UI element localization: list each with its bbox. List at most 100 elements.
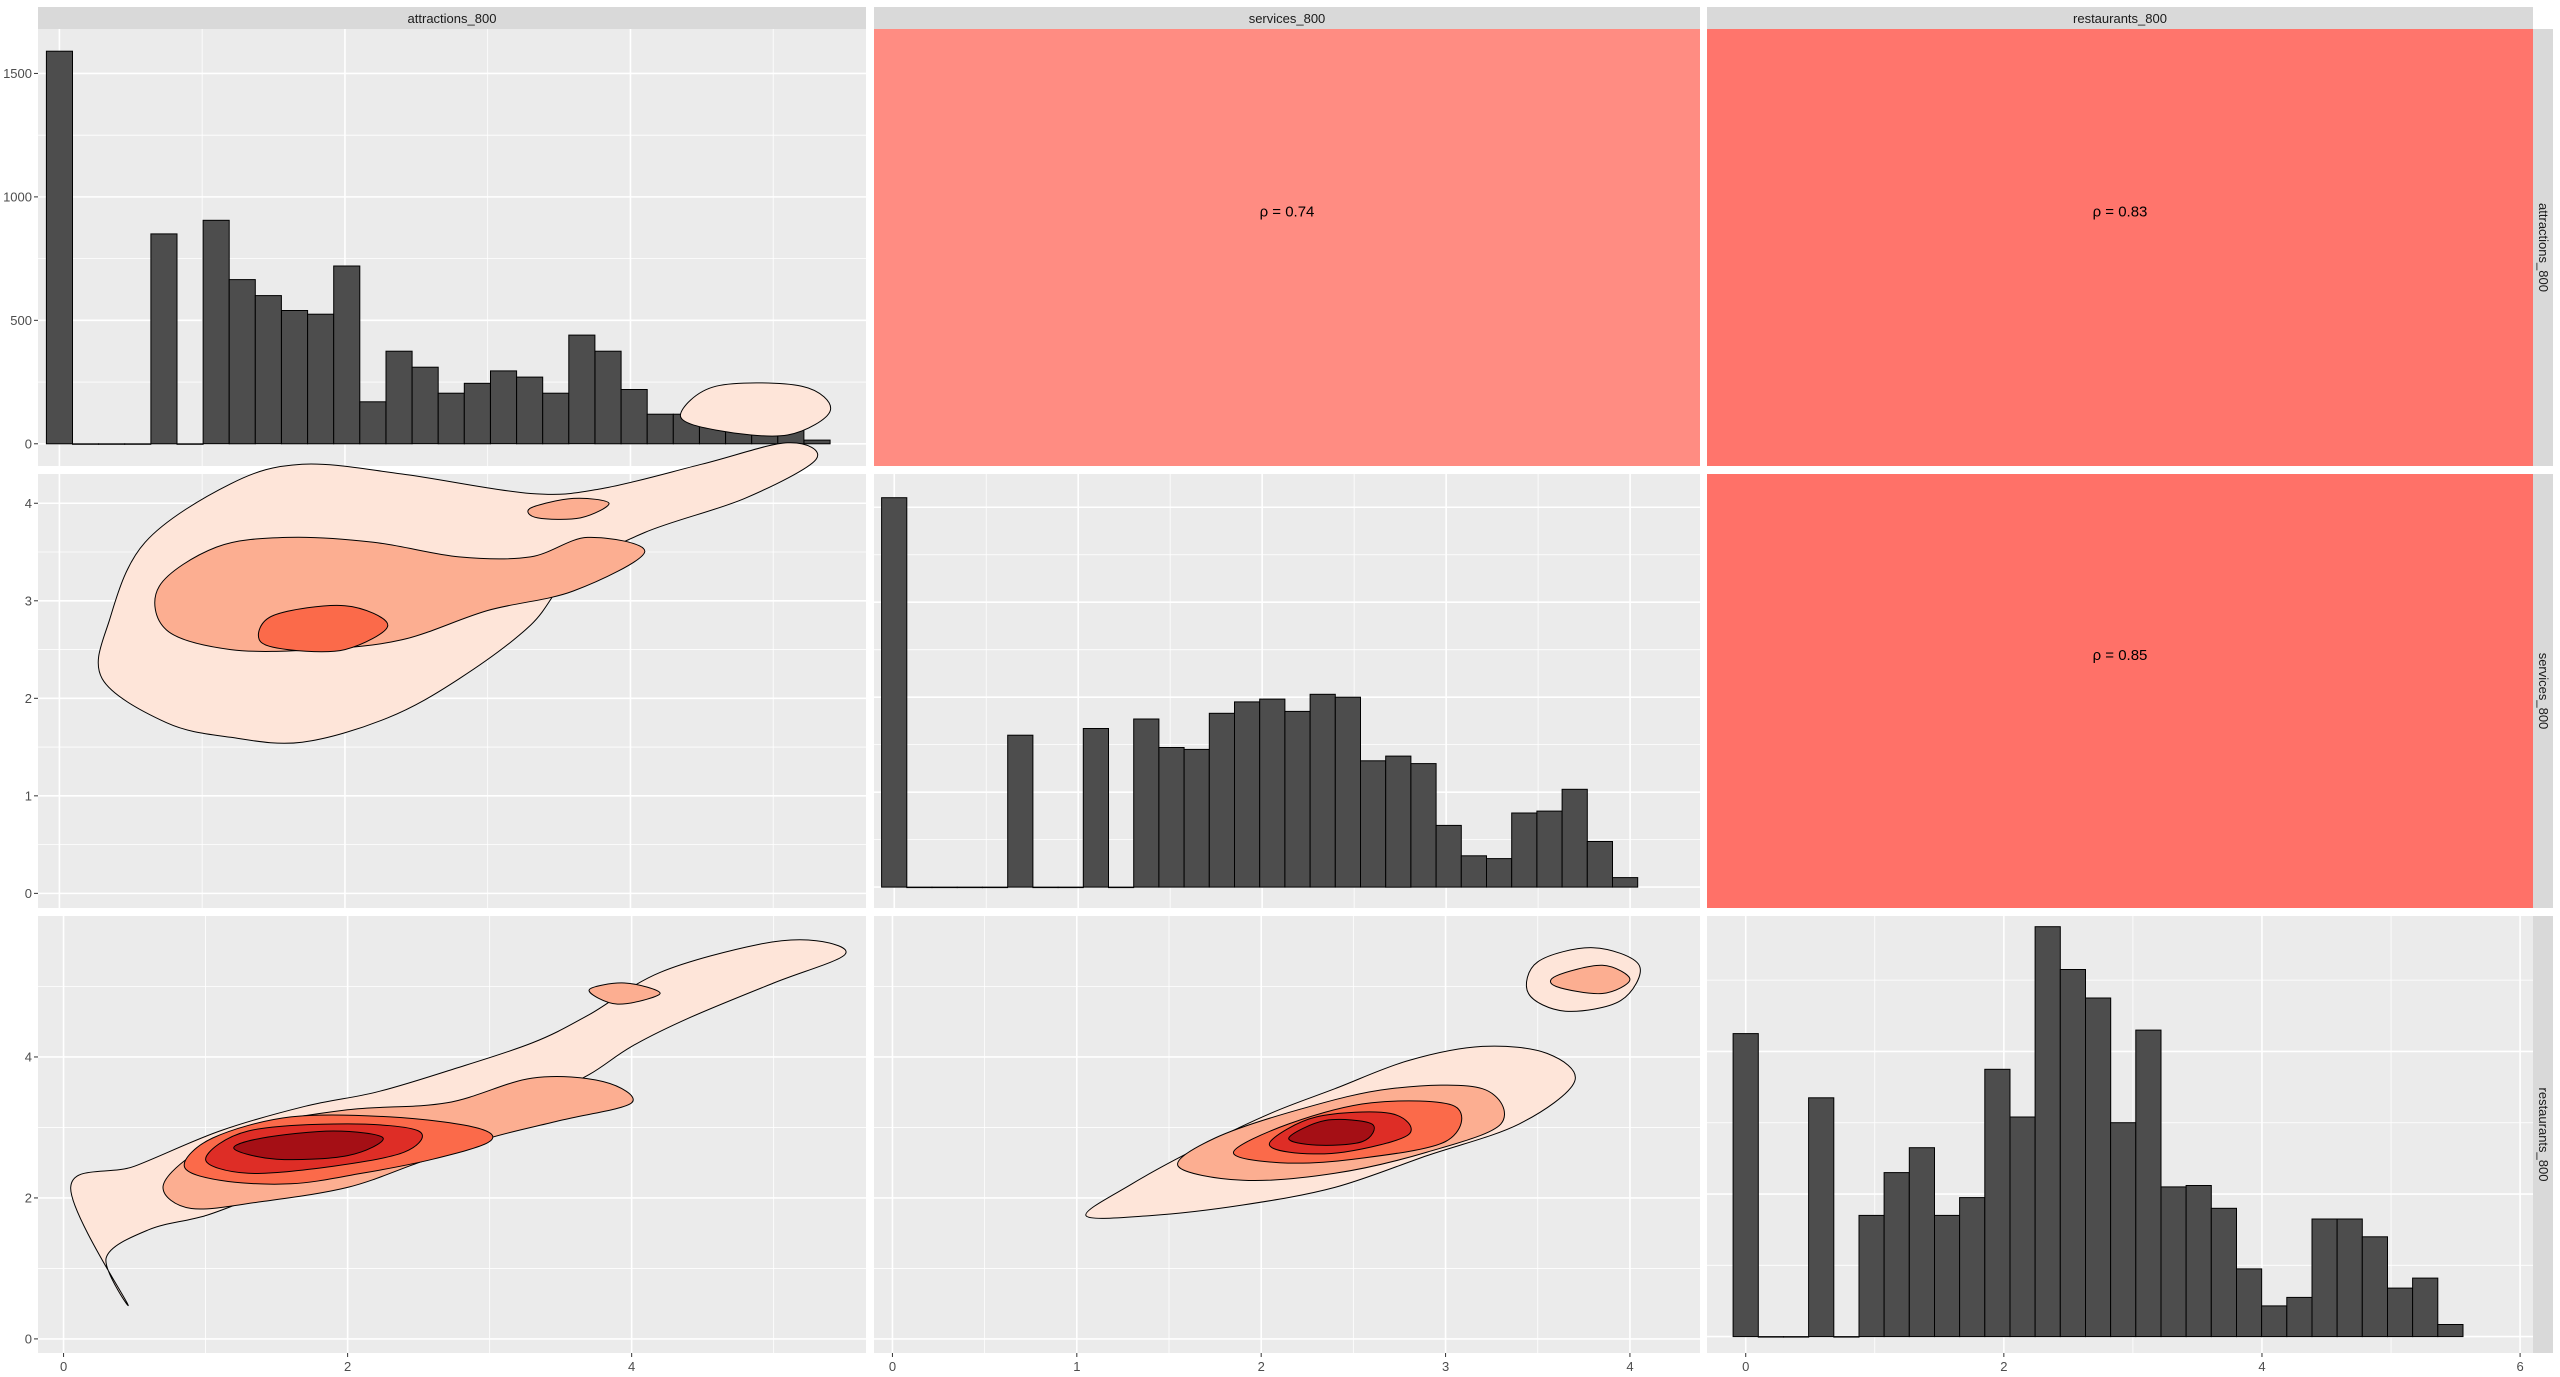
histogram-bar <box>98 443 126 445</box>
density-panel <box>38 916 866 1353</box>
histogram-bar <box>1486 858 1513 888</box>
y-tick-label: 0 <box>25 1331 32 1346</box>
correlation-panel <box>874 29 1700 466</box>
y-tick-label: 0 <box>25 436 32 451</box>
histogram-bar <box>1057 886 1084 889</box>
strip-label: attractions_800 <box>2536 203 2551 292</box>
y-tick-label: 3 <box>25 593 32 608</box>
histogram-bar <box>1259 698 1286 888</box>
histogram-bar <box>281 310 309 445</box>
histogram-bar <box>1158 747 1185 888</box>
histogram-bar <box>1586 841 1614 888</box>
x-tick-label: 1 <box>1073 1359 1080 1374</box>
strip-label: services_800 <box>2536 653 2551 730</box>
y-tick-label: 1500 <box>3 66 32 81</box>
density-contour <box>527 497 610 520</box>
histogram-bar <box>1783 1336 1810 1338</box>
x-tick-label: 2 <box>2000 1359 2007 1374</box>
histogram-bar <box>1984 1068 2011 1338</box>
histogram-bar <box>333 265 361 445</box>
histogram-bar <box>202 219 230 445</box>
y-tick-label: 4 <box>25 496 32 511</box>
correlation-label: ρ = 0.85 <box>2093 647 2148 664</box>
histogram-bar <box>594 350 622 445</box>
histogram-bar <box>1959 1197 1986 1338</box>
histogram-bar <box>1284 710 1311 888</box>
histogram-bar <box>1334 696 1362 888</box>
strip-top <box>1707 7 2533 29</box>
histogram-bar <box>1833 1336 1860 1338</box>
histogram-bar <box>254 295 282 445</box>
histogram-bar <box>72 443 100 445</box>
histogram-bar <box>931 886 958 889</box>
strip-right <box>2533 474 2553 908</box>
histogram-bar <box>2236 1268 2263 1338</box>
histogram-bar <box>1460 855 1488 888</box>
histogram-bar <box>2361 1236 2389 1338</box>
y-tick-label: 2 <box>25 1190 32 1205</box>
strip-right <box>2533 916 2553 1353</box>
histogram-panel <box>38 29 866 466</box>
histogram-bar <box>359 401 387 445</box>
density-contour <box>1549 964 1631 995</box>
histogram-bar <box>1883 1172 1910 1338</box>
histogram-bar <box>2311 1218 2338 1338</box>
histogram-bar <box>956 886 983 889</box>
histogram-bar <box>881 497 908 888</box>
density-contour <box>233 1130 384 1161</box>
histogram-bar <box>906 886 933 889</box>
histogram-bar <box>1732 1033 1759 1338</box>
histogram-bar <box>1133 718 1160 888</box>
histogram-bar <box>646 413 674 445</box>
histogram-bar <box>1385 755 1412 888</box>
histogram-bar <box>463 382 491 445</box>
density-contour <box>1288 1118 1375 1146</box>
y-tick-label: 0 <box>25 886 32 901</box>
x-tick-label: 4 <box>2258 1359 2265 1374</box>
density-contour <box>679 382 832 437</box>
histogram-bar <box>150 233 178 445</box>
x-tick-label: 2 <box>344 1359 351 1374</box>
x-tick-label: 6 <box>2516 1359 2523 1374</box>
strip-top <box>38 7 866 29</box>
histogram-bar <box>1082 728 1110 888</box>
x-tick-label: 0 <box>1742 1359 1749 1374</box>
histogram-bar <box>228 279 256 445</box>
strip-label: services_800 <box>1249 11 1326 26</box>
histogram-bar <box>1108 886 1135 889</box>
histogram-bar <box>1536 810 1563 888</box>
histogram-bar <box>1309 693 1336 888</box>
histogram-bar <box>1007 734 1034 888</box>
histogram-bar <box>1858 1214 1885 1338</box>
histogram-panel <box>1707 916 2533 1353</box>
histogram-bar <box>1612 877 1639 888</box>
histogram-bar <box>1208 712 1236 888</box>
histogram-bar <box>2336 1218 2363 1338</box>
correlation-label: ρ = 0.74 <box>1260 204 1315 221</box>
strip-right <box>2533 29 2553 466</box>
histogram-bar <box>307 313 335 445</box>
histogram-bar <box>542 392 570 445</box>
histogram-bar <box>2387 1287 2414 1338</box>
histogram-bar <box>981 886 1009 889</box>
histogram-bar <box>411 366 439 445</box>
histogram-bar <box>2286 1296 2313 1338</box>
x-tick-label: 4 <box>1626 1359 1633 1374</box>
histogram-bar <box>490 370 518 445</box>
x-tick-label: 3 <box>1442 1359 1449 1374</box>
histogram-bar <box>124 443 152 445</box>
y-tick-label: 500 <box>10 313 32 328</box>
density-panel <box>874 916 1700 1353</box>
histogram-bar <box>2085 997 2112 1338</box>
histogram-bar <box>2034 926 2061 1338</box>
histogram-bar <box>2437 1324 2464 1338</box>
correlation-panel <box>1707 29 2533 466</box>
histogram-panel <box>874 474 1700 908</box>
histogram-bar <box>1410 763 1437 888</box>
histogram-bar <box>385 350 413 445</box>
histogram-bar <box>620 389 648 445</box>
histogram-bar <box>1934 1214 1961 1338</box>
histogram-bar <box>1757 1336 1785 1338</box>
strip-top <box>874 7 1700 29</box>
